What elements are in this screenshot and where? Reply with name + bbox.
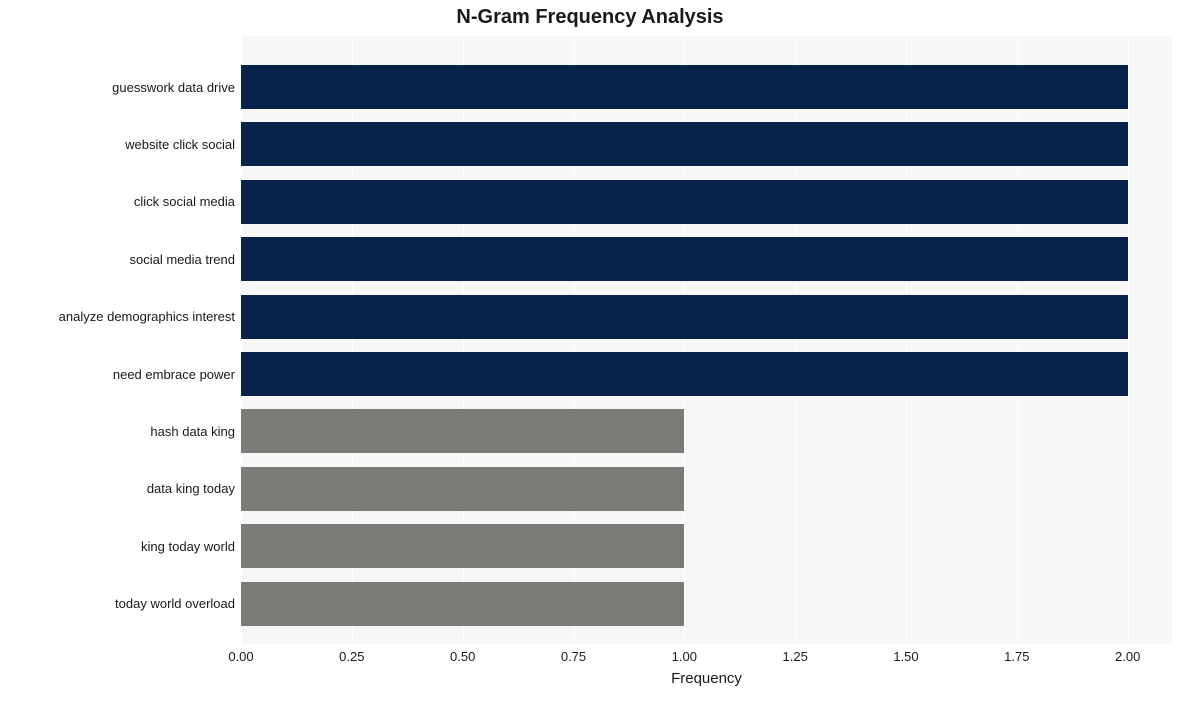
bar: [241, 409, 684, 453]
bar: [241, 352, 1128, 396]
y-tick-label: king today world: [141, 540, 241, 553]
x-tick-label: 1.25: [783, 644, 808, 663]
bar: [241, 295, 1128, 339]
x-tick-label: 1.00: [672, 644, 697, 663]
ngram-chart: N-Gram Frequency Analysis Frequency 0.00…: [0, 0, 1180, 701]
y-tick-label: hash data king: [150, 425, 241, 438]
y-tick-label: need embrace power: [113, 368, 241, 381]
chart-title: N-Gram Frequency Analysis: [0, 6, 1180, 29]
bar: [241, 180, 1128, 224]
x-tick-label: 2.00: [1115, 644, 1140, 663]
bar: [241, 524, 684, 568]
x-tick-label: 0.75: [561, 644, 586, 663]
x-tick-label: 1.50: [893, 644, 918, 663]
y-tick-label: website click social: [125, 138, 241, 151]
bar: [241, 467, 684, 511]
gridline: [1128, 36, 1129, 644]
bar: [241, 582, 684, 626]
bar: [241, 65, 1128, 109]
y-tick-label: data king today: [147, 482, 241, 495]
y-tick-label: today world overload: [115, 597, 241, 610]
x-tick-label: 0.25: [339, 644, 364, 663]
x-tick-label: 0.50: [450, 644, 475, 663]
plot-area: Frequency 0.000.250.500.751.001.251.501.…: [241, 36, 1172, 644]
x-tick-label: 1.75: [1004, 644, 1029, 663]
bar: [241, 122, 1128, 166]
y-tick-label: analyze demographics interest: [59, 310, 241, 323]
y-tick-label: guesswork data drive: [112, 81, 241, 94]
x-tick-label: 0.00: [228, 644, 253, 663]
bar: [241, 237, 1128, 281]
y-tick-label: click social media: [134, 195, 241, 208]
x-axis-label: Frequency: [241, 644, 1172, 687]
y-tick-label: social media trend: [130, 253, 242, 266]
